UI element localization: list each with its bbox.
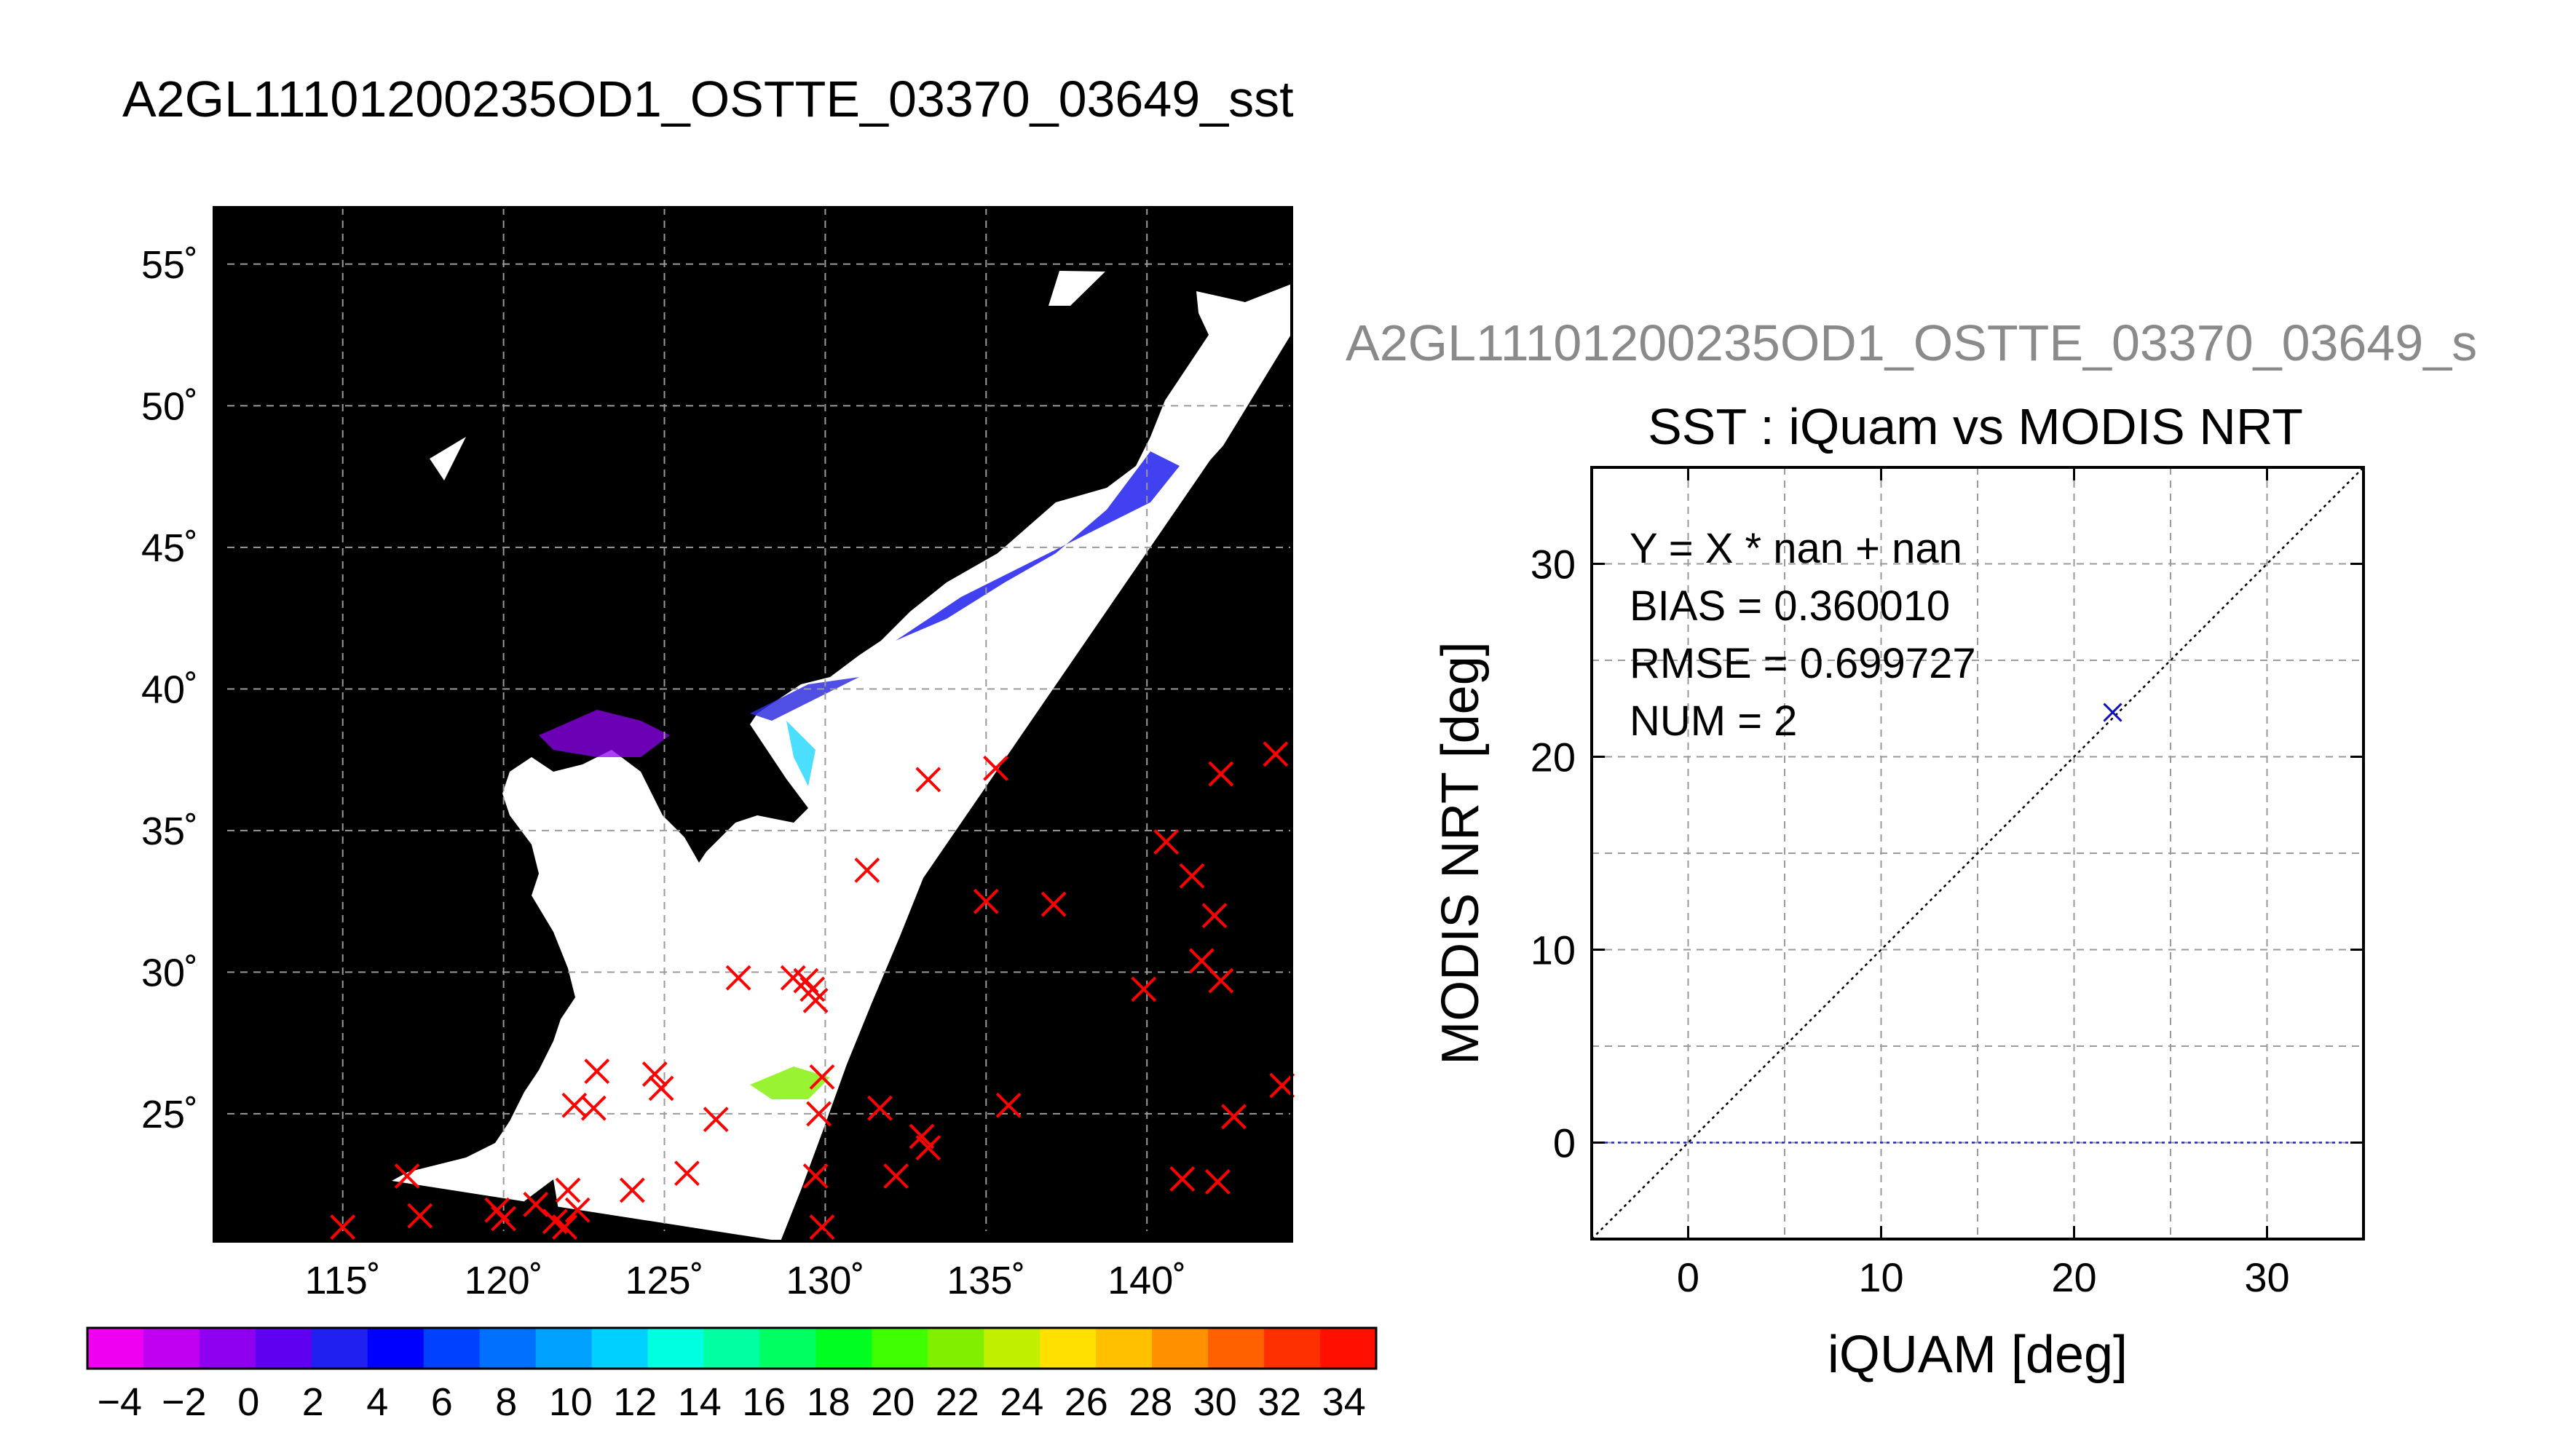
map-y-tick-label: 35˚ <box>141 810 198 853</box>
scatter-annotation: RMSE = 0.699727 <box>1630 640 1976 687</box>
scatter-x-tick-label: 30 <box>2244 1254 2289 1300</box>
colorbar-cell <box>480 1328 537 1369</box>
colorbar-cell <box>648 1328 705 1369</box>
colorbar-cell <box>1320 1328 1377 1369</box>
colorbar-cell <box>256 1328 312 1369</box>
map-x-tick-label: 130˚ <box>786 1259 864 1302</box>
colorbar-tick-label: 32 <box>1257 1380 1301 1424</box>
map-y-tick-label: 30˚ <box>141 951 198 994</box>
colorbar-cells <box>87 1328 1377 1369</box>
colorbar-cell <box>872 1328 928 1369</box>
map-y-tick-label: 55˚ <box>141 243 198 287</box>
colorbar-cell <box>87 1328 144 1369</box>
colorbar-cell <box>1096 1328 1153 1369</box>
colorbar-ticks: −4 −2 0 2 4 6 8 10 12 14 16 18 20 22 24 26 28 30 32 34 <box>97 1380 1365 1424</box>
colorbar-cell <box>928 1328 984 1369</box>
colorbar-cell <box>1264 1328 1321 1369</box>
scatter-x-tick-label: 10 <box>1858 1254 1903 1300</box>
map-panel: 115˚ 120˚ 125˚ 130˚ 135˚ 140˚ 25˚ 30˚ 35˚ 40˚ 45˚… <box>141 207 1294 1302</box>
colorbar-tick-label: −4 <box>97 1380 142 1424</box>
scatter-y-tick-label: 0 <box>1553 1120 1576 1166</box>
colorbar-tick-label: 30 <box>1193 1380 1237 1424</box>
colorbar-tick-label: 6 <box>431 1380 453 1424</box>
colorbar-tick-label: 0 <box>237 1380 259 1424</box>
scatter-x-axis-label: iQUAM [deg] <box>1828 1326 2128 1384</box>
map-x-tick-label: 120˚ <box>465 1259 543 1302</box>
colorbar-cell <box>368 1328 424 1369</box>
colorbar-tick-label: 26 <box>1065 1380 1108 1424</box>
scatter-annotation: NUM = 2 <box>1630 697 1797 745</box>
colorbar-tick-label: 24 <box>1000 1380 1043 1424</box>
colorbar-tick-label: 8 <box>495 1380 517 1424</box>
map-x-tick-label: 140˚ <box>1107 1259 1186 1302</box>
colorbar-tick-label: 14 <box>678 1380 722 1424</box>
map-x-tick-label: 115˚ <box>305 1259 381 1302</box>
scatter-y-tick-label: 10 <box>1531 927 1576 973</box>
colorbar-tick-label: 18 <box>807 1380 850 1424</box>
colorbar-tick-label: 22 <box>936 1380 979 1424</box>
colorbar-tick-label: 2 <box>302 1380 324 1424</box>
colorbar-tick-label: −2 <box>162 1380 207 1424</box>
scatter-annotation: BIAS = 0.360010 <box>1630 582 1950 630</box>
map-y-tick-label: 50˚ <box>141 384 198 428</box>
colorbar-cell <box>816 1328 872 1369</box>
colorbar: −4 −2 0 2 4 6 8 10 12 14 16 18 20 22 24 26 28 30 32 34 <box>87 1328 1377 1424</box>
map-x-tick-label: 125˚ <box>625 1259 703 1302</box>
map-x-tick-label: 135˚ <box>947 1259 1025 1302</box>
colorbar-cell <box>704 1328 761 1369</box>
map-y-tick-label: 45˚ <box>141 526 198 570</box>
colorbar-tick-label: 16 <box>742 1380 786 1424</box>
scatter-y-tick-label: 30 <box>1531 542 1576 587</box>
colorbar-tick-label: 34 <box>1322 1380 1366 1424</box>
map-y-tick-label: 25˚ <box>141 1093 198 1136</box>
colorbar-cell <box>1208 1328 1265 1369</box>
figure-title: A2GL11101200235OD1_OSTTE_03370_03649_sst <box>122 71 1294 127</box>
colorbar-cell <box>592 1328 649 1369</box>
colorbar-cell <box>984 1328 1040 1369</box>
scatter-y-tick-label: 20 <box>1531 735 1576 780</box>
scatter-overlay-title: A2GL11101200235OD1_OSTTE_03370_03649_s <box>1346 314 2477 371</box>
colorbar-tick-label: 10 <box>549 1380 593 1424</box>
colorbar-tick-label: 20 <box>871 1380 915 1424</box>
scatter-x-tick-label: 20 <box>2051 1254 2096 1300</box>
scatter-x-tick-label: 0 <box>1677 1254 1699 1300</box>
scatter-title: SST : iQuam vs MODIS NRT <box>1648 398 2303 455</box>
colorbar-tick-label: 4 <box>366 1380 388 1424</box>
colorbar-tick-label: 12 <box>613 1380 657 1424</box>
colorbar-cell <box>1152 1328 1209 1369</box>
scatter-panel: A2GL11101200235OD1_OSTTE_03370_03649_s S… <box>1346 314 2477 1384</box>
colorbar-cell <box>200 1328 256 1369</box>
map-y-tick-label: 40˚ <box>141 668 198 711</box>
scatter-y-axis-label: MODIS NRT [deg] <box>1431 641 1490 1065</box>
colorbar-cell <box>536 1328 593 1369</box>
colorbar-tick-label: 28 <box>1129 1380 1172 1424</box>
colorbar-cell <box>759 1328 816 1369</box>
colorbar-cell <box>312 1328 368 1369</box>
colorbar-cell <box>1040 1328 1097 1369</box>
map-y-ticks: 25˚ 30˚ 35˚ 40˚ 45˚ 50˚ 55˚ <box>141 243 224 1136</box>
colorbar-cell <box>143 1328 200 1369</box>
colorbar-cell <box>424 1328 481 1369</box>
scatter-annotation: Y = X * nan + nan <box>1630 525 1962 572</box>
